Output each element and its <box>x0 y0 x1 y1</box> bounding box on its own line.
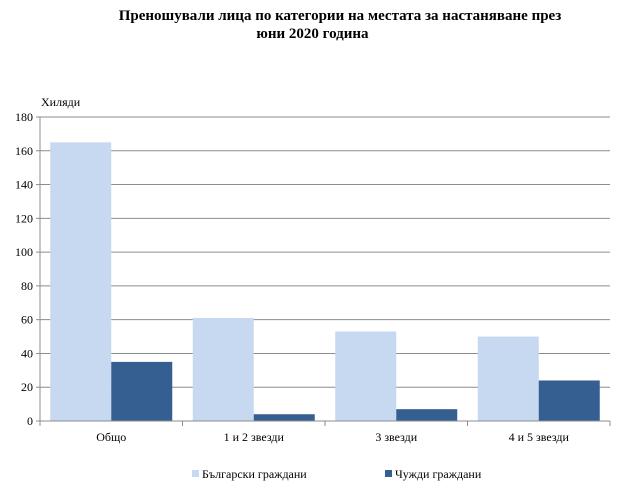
y-tick-label: 0 <box>27 414 33 428</box>
y-axis-unit-label: Хиляди <box>41 95 81 109</box>
bar-bulgarian-3 <box>477 336 539 421</box>
y-tick-label: 20 <box>21 380 33 394</box>
chart-title-line-2: юни 2020 година <box>256 26 369 42</box>
bar-bulgarian-1 <box>192 317 254 421</box>
bar-foreign-3 <box>538 380 600 421</box>
bar-foreign-0 <box>111 361 173 421</box>
x-category-label: 4 и 5 звезди <box>509 430 570 444</box>
chart-title-line-1: Преношували лица по категории на местата… <box>118 8 562 24</box>
y-tick-label: 140 <box>15 178 33 192</box>
x-category-label: 1 и 2 звезди <box>224 430 285 444</box>
bars <box>50 142 600 422</box>
bar-bulgarian-0 <box>50 142 112 422</box>
y-tick-label: 120 <box>15 211 33 225</box>
x-category-label: 3 звезди <box>375 430 417 444</box>
y-tick-label: 80 <box>21 279 33 293</box>
legend-label-1: Чужди граждани <box>395 467 482 481</box>
bar-foreign-1 <box>253 414 315 421</box>
x-category-label: Общо <box>96 430 126 444</box>
axes: 0 20 40 60 80 100 120 140 160 180 Общо 1 и 2 звезди… <box>15 110 611 444</box>
y-tick-label: 160 <box>15 144 33 158</box>
y-tick-label: 100 <box>15 245 33 259</box>
y-tick-label: 60 <box>21 313 33 327</box>
bar-bulgarian-2 <box>335 331 397 421</box>
y-tick-label: 40 <box>21 346 33 360</box>
legend-swatch-1 <box>385 470 392 477</box>
y-tick-label: 180 <box>15 110 33 124</box>
legend-swatch-0 <box>192 470 199 477</box>
legend-label-0: Български граждани <box>202 467 307 481</box>
legend: Български граждани Чужди граждани <box>192 467 482 481</box>
bar-foreign-2 <box>396 409 458 421</box>
